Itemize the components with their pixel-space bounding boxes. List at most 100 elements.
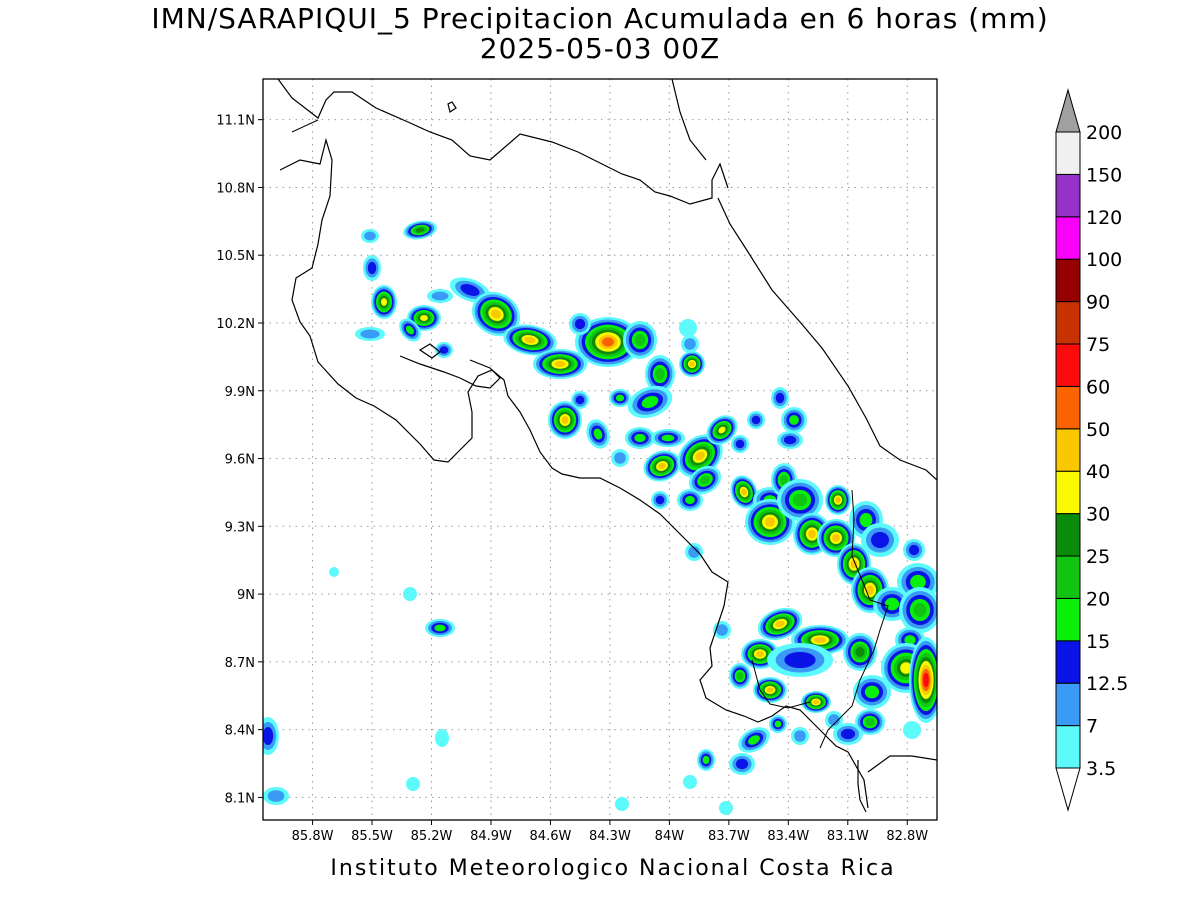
lon-tick-label: 84.6W	[530, 829, 572, 844]
precip-contour	[575, 395, 585, 405]
lat-tick-label: 8.7N	[225, 656, 255, 671]
chart-subtitle-date: 2025-05-03 00Z	[479, 32, 721, 65]
precip-contour	[267, 790, 285, 802]
precip-contour	[491, 309, 501, 319]
coastlines	[277, 79, 937, 813]
colorbar-label: 12.5	[1086, 673, 1128, 695]
precip-contour	[403, 587, 417, 601]
precip-contour	[614, 452, 626, 464]
colorbar-label: 3.5	[1086, 758, 1116, 780]
precip-contour	[923, 672, 929, 688]
precip-contour	[751, 415, 761, 425]
precip-contour	[828, 714, 840, 726]
precip-contour	[716, 624, 728, 636]
lon-tick-label: 83.1W	[827, 829, 869, 844]
colorbar-swatch	[1055, 682, 1081, 727]
lon-tick-label: 85.8W	[292, 829, 334, 844]
colorbar-swatch	[1055, 725, 1081, 769]
colorbar-label: 30	[1086, 504, 1110, 526]
colorbar-label: 7	[1086, 716, 1098, 738]
precip-contour	[865, 717, 875, 727]
precip-contour	[855, 646, 865, 658]
lat-tick-label: 10.2N	[216, 317, 255, 332]
precip-contour	[381, 298, 387, 306]
precip-contour	[832, 534, 840, 542]
precip-contour	[329, 567, 339, 577]
precip-contour	[601, 337, 615, 347]
precip-contour	[367, 261, 377, 275]
precip-contour	[748, 735, 760, 745]
precip-contour	[784, 651, 816, 669]
colorbar-swatch	[1055, 343, 1081, 387]
precip-contour	[574, 318, 586, 330]
colorbar-label: 100	[1086, 249, 1122, 271]
precip-contour	[789, 415, 799, 425]
precip-contour	[735, 758, 749, 770]
precipitation-field	[263, 220, 937, 815]
lat-tick-label: 9.3N	[225, 520, 255, 535]
precip-contour	[634, 334, 646, 346]
precip-contour	[561, 416, 569, 424]
precip-contour	[866, 585, 874, 595]
precip-contour	[779, 474, 789, 486]
precip-contour	[812, 699, 820, 705]
precip-contour	[764, 517, 776, 527]
lon-tick-label: 84.3W	[589, 829, 631, 844]
colorbar-swatch	[1055, 216, 1081, 260]
precip-contour	[864, 685, 880, 699]
lat-tick-label: 10.8N	[216, 181, 255, 196]
precip-contour	[593, 428, 603, 440]
colorbar-under-triangle	[1055, 767, 1081, 812]
precip-contour	[679, 319, 697, 337]
colorbar-label: 120	[1086, 207, 1122, 229]
precip-contour	[435, 729, 449, 747]
lon-tick-label: 84W	[655, 829, 685, 844]
precip-contour	[405, 325, 415, 335]
precip-contour	[263, 727, 274, 745]
precip-contour	[634, 433, 646, 443]
precip-contour	[702, 755, 710, 765]
colorbar-label: 15	[1086, 631, 1110, 653]
precip-contour	[840, 728, 856, 740]
precip-contour	[434, 624, 446, 632]
precip-contour	[736, 671, 744, 681]
colorbar-label: 50	[1086, 419, 1110, 441]
precip-contour	[835, 496, 841, 504]
precip-contour	[524, 336, 536, 344]
colorbar-swatch	[1055, 301, 1081, 345]
precip-contour	[913, 602, 927, 618]
footer-credit: Instituto Meteorologico Nacional Costa R…	[330, 856, 896, 881]
colorbar-swatch	[1055, 555, 1081, 599]
precip-contour	[900, 662, 912, 674]
precip-contour	[420, 315, 428, 321]
lon-tick-label: 85.2W	[411, 829, 453, 844]
precip-contour	[684, 338, 696, 350]
lat-tick-label: 9N	[237, 588, 255, 603]
colorbar-legend: 3.5 7 12.5 15 20 25 30 40 50 60 75 90 100 120 150 200	[1055, 88, 1128, 812]
lat-tick-label: 11.1N	[216, 114, 255, 129]
precip-contour	[766, 687, 774, 693]
map-frame	[262, 78, 938, 821]
precip-contour	[908, 544, 920, 556]
lat-tick-label: 9.6N	[225, 453, 255, 468]
precip-contour	[859, 512, 873, 528]
colorbar-label: 60	[1086, 376, 1110, 398]
precip-contour	[406, 777, 420, 791]
precip-contour	[719, 801, 733, 815]
precip-contour	[904, 635, 916, 645]
precip-contour	[783, 435, 797, 445]
lat-tick-label: 10.5N	[216, 249, 255, 264]
precip-contour	[655, 495, 665, 505]
precip-contour	[360, 329, 380, 339]
colorbar-swatch	[1055, 597, 1081, 642]
precip-contour	[641, 395, 659, 409]
lon-tick-label: 85.5W	[351, 829, 393, 844]
precip-contour	[756, 650, 764, 658]
colorbar-swatch	[1055, 640, 1081, 684]
precip-contour	[910, 574, 926, 590]
chart-title: IMN/SARAPIQUI_5 Precipitacion Acumulada …	[151, 2, 1049, 35]
colorbar-over-triangle	[1055, 88, 1081, 133]
precip-contour	[775, 620, 785, 628]
precip-contour	[871, 531, 889, 549]
